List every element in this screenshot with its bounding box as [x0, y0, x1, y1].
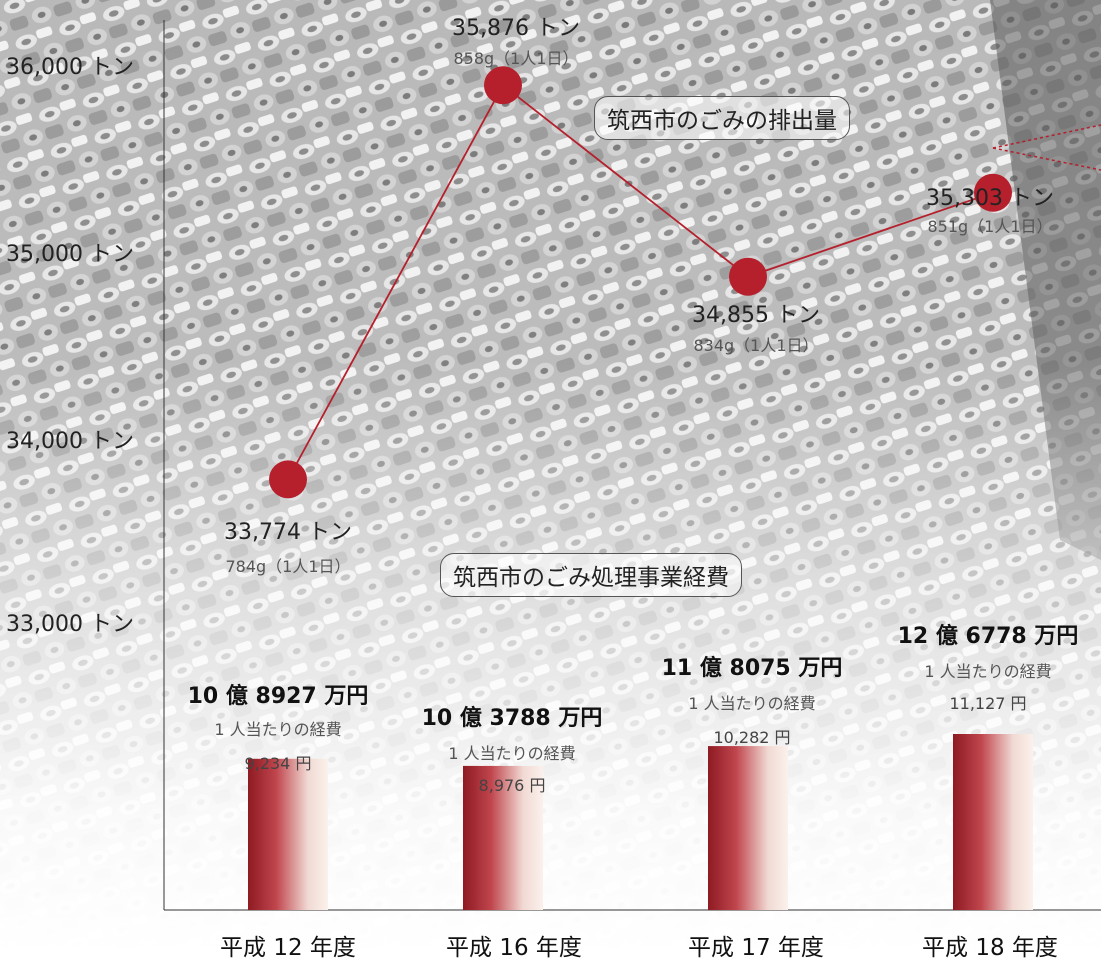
bar-per-person-value: 9,234 円	[244, 754, 312, 773]
line-value-label: 35,303 トン	[926, 186, 1054, 211]
cost-bar	[463, 765, 543, 910]
line-per-person-label: 851g（1人1日）	[927, 217, 1053, 236]
line-value-label: 33,774 トン	[224, 520, 352, 545]
line-series-path	[287, 83, 994, 480]
cost-bar	[953, 734, 1033, 910]
y-tick-label: 36,000 トン	[6, 55, 134, 80]
trend-extension-line	[992, 124, 1101, 149]
bar-per-person-value: 10,282 円	[713, 728, 791, 747]
bar-chart-title: 筑西市のごみ処理事業経費	[440, 553, 742, 597]
y-tick-label: 34,000 トン	[6, 429, 134, 454]
line-data-point	[729, 257, 767, 296]
y-tick-label: 35,000 トン	[6, 242, 134, 267]
x-tick-label: 平成 17 年度	[688, 935, 824, 961]
bar-per-person-caption: 1 人当たりの経費	[688, 694, 816, 713]
bar-per-person-value: 8,976 円	[478, 776, 546, 795]
bar-value-label: 11 億 8075 万円	[661, 656, 843, 681]
y-tick-label: 33,000 トン	[6, 612, 134, 637]
line-chart-title: 筑西市のごみの排出量	[594, 96, 850, 140]
line-per-person-label: 834g（1人1日）	[693, 336, 819, 355]
line-value-label: 34,855 トン	[692, 303, 820, 328]
line-data-point	[484, 66, 522, 105]
bar-per-person-caption: 1 人当たりの経費	[448, 744, 576, 763]
line-data-point	[974, 173, 1012, 212]
trend-extension-line	[992, 147, 1101, 171]
bar-value-label: 10 億 8927 万円	[187, 684, 369, 709]
bar-per-person-value: 11,127 円	[949, 694, 1027, 713]
bar-value-label: 10 億 3788 万円	[421, 706, 603, 731]
line-per-person-label: 858g（1人1日）	[453, 49, 579, 68]
line-data-point	[269, 460, 307, 499]
cost-bar	[708, 746, 788, 910]
line-value-label: 35,876 トン	[452, 16, 580, 41]
x-tick-label: 平成 16 年度	[446, 935, 582, 961]
line-per-person-label: 784g（1人1日）	[225, 557, 351, 576]
bar-per-person-caption: 1 人当たりの経費	[924, 662, 1052, 681]
bar-per-person-caption: 1 人当たりの経費	[214, 720, 342, 739]
x-tick-label: 平成 18 年度	[922, 935, 1058, 961]
x-tick-label: 平成 12 年度	[220, 935, 356, 961]
cost-bar	[248, 758, 328, 910]
bar-value-label: 12 億 6778 万円	[897, 624, 1079, 649]
